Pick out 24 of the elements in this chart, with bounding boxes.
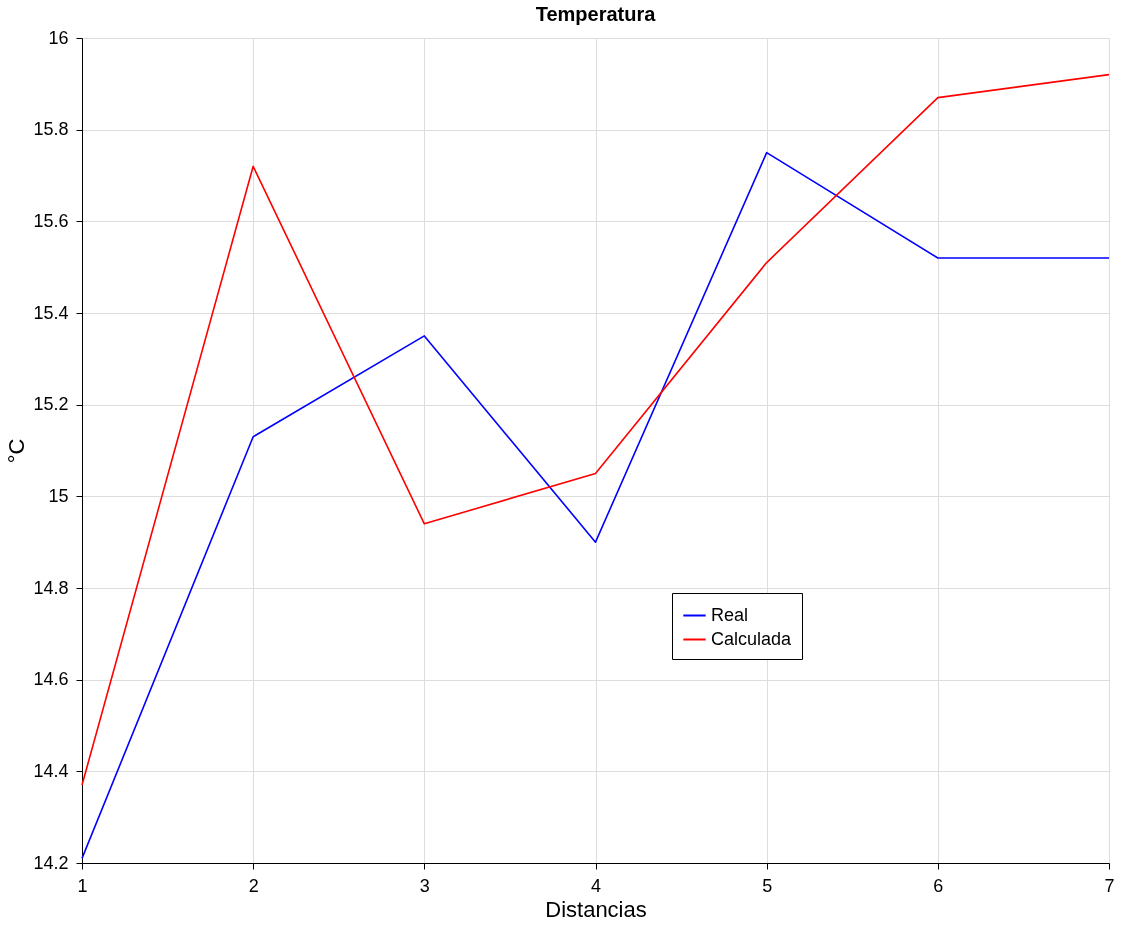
legend-label: Calculada — [711, 628, 793, 649]
x-tick-label: 4 — [590, 875, 602, 896]
x-axis-title: Distancias — [545, 896, 647, 922]
y-axis-title: °C — [4, 438, 30, 464]
y-tick-label: 15.6 — [33, 210, 69, 231]
legend-label: Real — [711, 604, 749, 625]
x-tick-label: 1 — [77, 875, 88, 896]
x-tick-label: 6 — [933, 875, 944, 896]
line-series — [81, 151, 1110, 860]
chart-title: Temperatura — [535, 3, 657, 25]
x-tick-label: 7 — [1104, 875, 1115, 896]
y-tick-label: 14.4 — [33, 760, 69, 781]
y-tick-label: 14.6 — [33, 669, 69, 690]
y-tick-label: 15.4 — [33, 302, 69, 323]
x-tick-label: 3 — [419, 875, 430, 896]
y-tick-label: 14.8 — [33, 577, 69, 598]
y-tick-label: 15 — [48, 485, 69, 506]
x-tick-label: 2 — [248, 875, 259, 896]
y-tick-label: 15.2 — [33, 394, 69, 415]
y-tick-label: 16 — [48, 27, 69, 48]
y-tick-label: 15.8 — [33, 119, 69, 140]
y-tick-label: 14.2 — [33, 852, 69, 873]
line-series — [81, 73, 1110, 786]
x-tick-label: 5 — [762, 875, 773, 896]
